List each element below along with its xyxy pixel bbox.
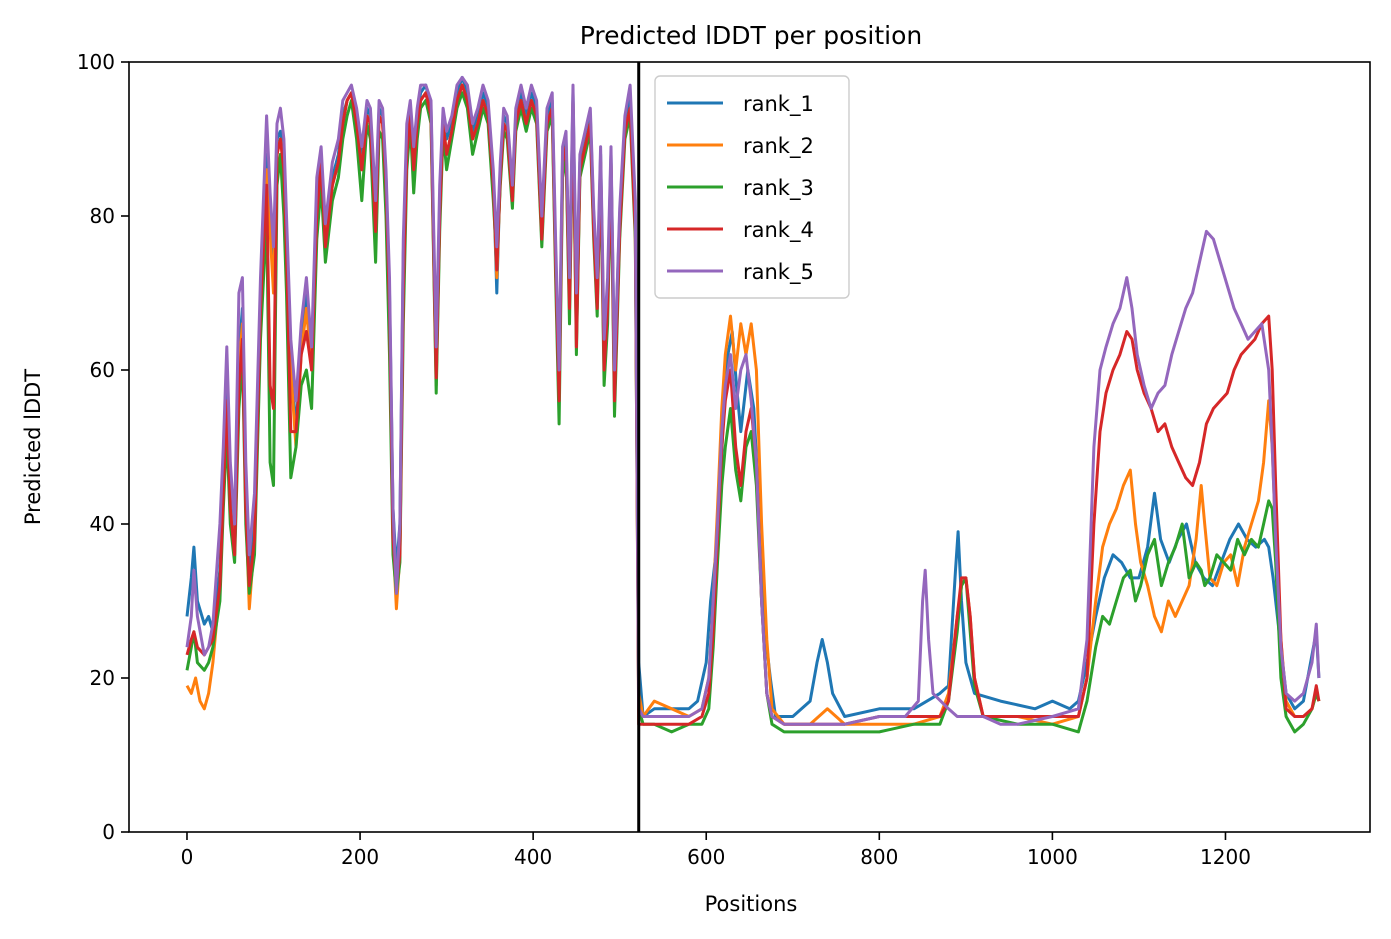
legend-label-rank-4: rank_4 bbox=[743, 218, 814, 243]
x-tick-label: 1000 bbox=[1027, 845, 1078, 869]
plot-area-frame bbox=[128, 61, 1371, 833]
y-tick-label: 60 bbox=[90, 358, 115, 382]
series-layer bbox=[185, 75, 1321, 734]
x-tick-label: 400 bbox=[514, 845, 552, 869]
legend-label-rank-3: rank_3 bbox=[743, 176, 814, 201]
x-tick-label: 200 bbox=[341, 845, 379, 869]
legend: rank_1 rank_2 rank_3 rank_4 rank_5 bbox=[654, 75, 850, 299]
x-axis-ticks: 0 200 400 600 800 1000 1200 bbox=[181, 832, 1251, 869]
y-tick-label: 0 bbox=[102, 820, 115, 844]
y-tick-label: 20 bbox=[90, 666, 115, 690]
y-axis-title: Predicted lDDT bbox=[21, 369, 45, 525]
y-axis-ticks: 0 20 40 60 80 100 bbox=[77, 50, 129, 844]
x-tick-label: 1200 bbox=[1200, 845, 1251, 869]
x-axis-title: Positions bbox=[705, 892, 798, 916]
x-tick-label: 0 bbox=[181, 845, 194, 869]
legend-frame bbox=[654, 75, 850, 299]
y-tick-label: 80 bbox=[90, 204, 115, 228]
x-tick-label: 800 bbox=[860, 845, 898, 869]
legend-label-rank-1: rank_1 bbox=[743, 92, 814, 117]
y-tick-label: 40 bbox=[90, 512, 115, 536]
series-line-rank-5 bbox=[185, 75, 1321, 726]
legend-label-rank-5: rank_5 bbox=[743, 260, 814, 285]
x-tick-label: 600 bbox=[687, 845, 725, 869]
y-tick-label: 100 bbox=[77, 50, 115, 74]
chart-title: Predicted lDDT per position bbox=[580, 21, 922, 50]
legend-label-rank-2: rank_2 bbox=[743, 134, 814, 159]
